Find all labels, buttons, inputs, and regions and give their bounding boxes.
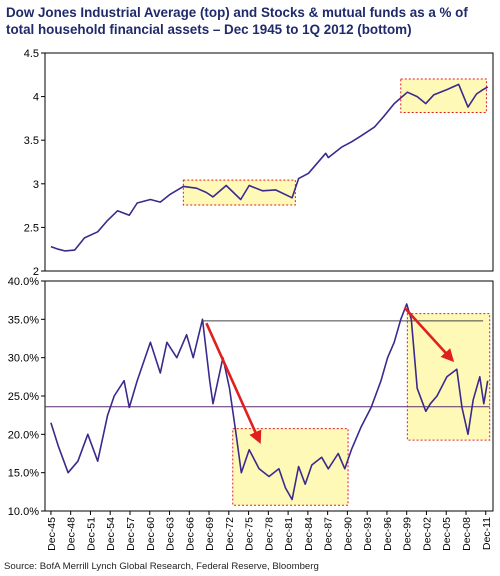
x-tick-label: Dec-99 [402,517,414,551]
x-tick-label: Dec-11 [481,517,493,550]
household-y-tick-label: 35.0% [8,314,39,326]
dow-highlight-box [182,179,296,206]
x-tick-label: Dec-96 [382,517,394,551]
dow-y-tick-label: 3 [33,179,39,191]
x-tick-label: Dec-54 [105,517,117,551]
x-tick-label: Dec-93 [362,517,374,551]
dow-series-line [50,83,489,252]
x-tick-label: Dec-02 [422,517,434,551]
x-tick-label: Dec-66 [184,517,196,551]
x-tick-label: Dec-63 [165,517,177,551]
x-tick-label: Dec-05 [441,517,453,551]
household-highlight-box [232,428,349,506]
chart-title: Dow Jones Industrial Average (top) and S… [6,5,468,37]
household-y-tick-label: 10.0% [8,506,39,518]
household-assets-panel: 10.0% 15.0% 20.0% 25.0% 30.0% 35.0% 40.0% Dec-4… [8,276,494,551]
household-series-line [50,303,489,501]
dow-y-tick-label: 3.5 [24,135,39,147]
dow-y-tick-label: 2 [33,266,39,278]
x-tick-label: Dec-08 [461,517,473,551]
source-note: Source: BofA Merrill Lynch Global Resear… [4,561,319,572]
household-y-tick-label: 30.0% [8,353,39,365]
x-tick-label: Dec-90 [342,517,354,551]
dow-plot-frame [44,52,494,272]
dow-y-tick-label: 4 [33,92,39,104]
dow-y-tick-label: 2.5 [24,222,39,234]
x-tick-label: Dec-87 [323,517,335,551]
household-y-tick-label: 25.0% [8,391,39,403]
decline-arrow [403,306,455,363]
x-tick-label: Dec-51 [86,517,98,551]
x-tick-label: Dec-48 [66,517,78,551]
x-tick-label: Dec-45 [46,517,58,551]
household-y-tick-label: 20.0% [8,429,39,441]
x-tick-label: Dec-75 [244,517,256,551]
household-highlight-box [406,313,491,441]
x-tick-label: Dec-60 [145,517,157,551]
household-y-tick-label: 15.0% [8,468,39,480]
dow-jones-panel: 2 2.5 3 3.5 4 4.5 [24,48,494,278]
x-tick-label: Dec-81 [283,517,295,551]
decline-arrow [205,322,262,445]
dow-y-tick-label: 4.5 [24,48,39,60]
x-tick-label: Dec-84 [303,517,315,551]
x-tick-label: Dec-69 [204,517,216,551]
x-tick-label: Dec-72 [224,517,236,551]
household-y-tick-label: 40.0% [8,276,39,288]
x-tick-label: Dec-57 [125,517,137,551]
x-tick-label: Dec-78 [263,517,275,551]
